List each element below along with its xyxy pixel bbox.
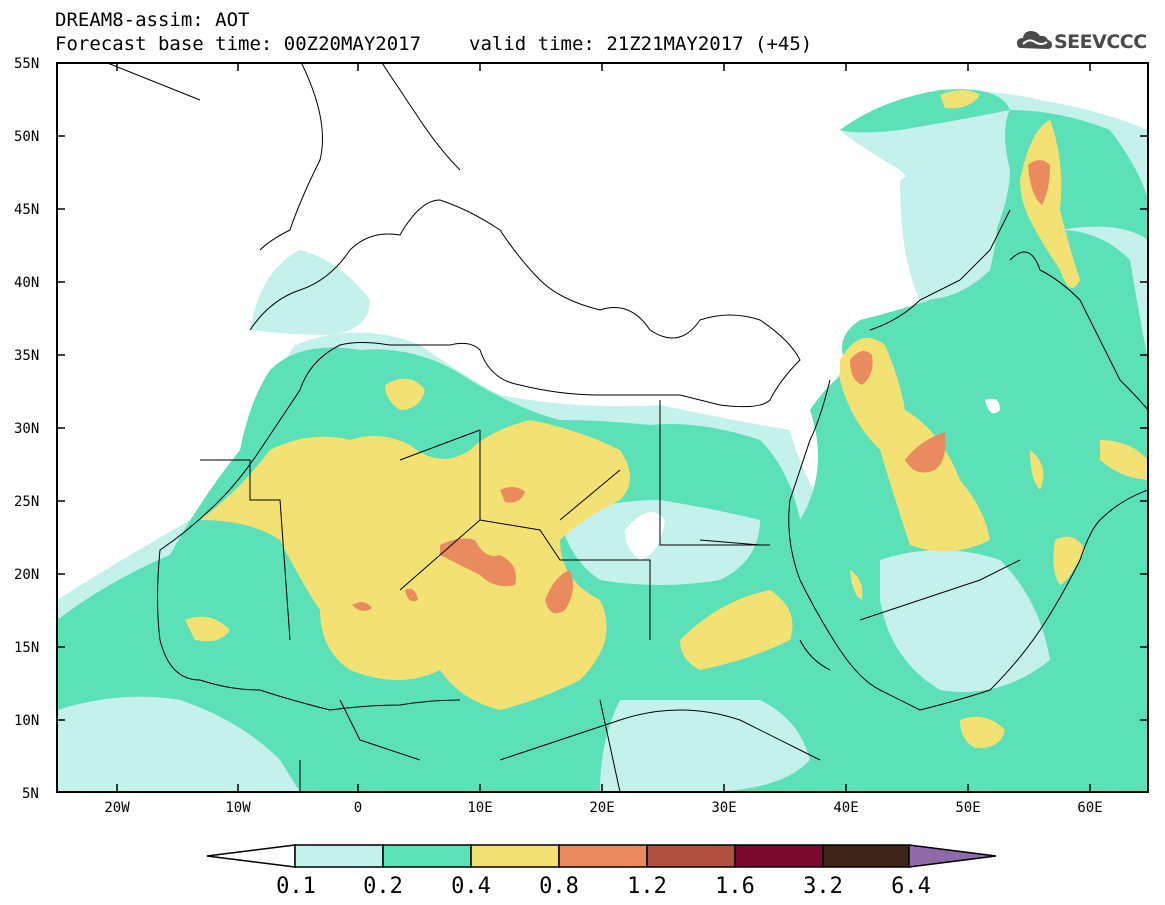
lon-label-20e: 20E [589, 800, 614, 816]
lat-label-5n: 5N [22, 786, 39, 802]
lon-label-0: 0 [354, 800, 362, 816]
colorbar-bin-0.8 [558, 844, 648, 868]
colorbar-under-arrow [206, 844, 296, 868]
lon-label-10e: 10E [467, 800, 492, 816]
lon-label-20w: 20W [104, 800, 130, 816]
seevccc-logo: SEEVCCC [1017, 31, 1147, 53]
colorbar-over-arrow [908, 844, 997, 868]
aot-layer-0.8 [352, 160, 1050, 614]
lon-label-50e: 50E [955, 800, 980, 816]
lon-axis: 20W 10W 0 10E 20E 30E 40E 50E 60E [104, 63, 1103, 816]
lat-label-20n: 20N [14, 567, 39, 583]
chart-title: DREAM8-assim: AOT [55, 9, 250, 31]
lat-label-30n: 30N [14, 421, 39, 437]
colorbar-label: 1.2 [627, 874, 667, 899]
lat-label-25n: 25N [14, 494, 39, 510]
lat-label-10n: 10N [14, 713, 39, 729]
colorbar-bin-0.1 [294, 844, 384, 868]
lat-label-55n: 55N [14, 56, 39, 72]
valid-time: valid time: 21Z21MAY2017 (+45) [469, 33, 813, 55]
lat-label-40n: 40N [14, 275, 39, 291]
colorbar-label: 0.1 [276, 874, 316, 899]
colorbar-label: 1.6 [715, 874, 755, 899]
colorbar-label: 0.8 [539, 874, 579, 899]
colorbar-bin-1.6 [734, 844, 824, 868]
lon-label-30e: 30E [711, 800, 736, 816]
colorbar-label: 0.2 [363, 874, 403, 899]
logo-text: SEEVCCC [1054, 31, 1147, 53]
colorbar-label: 0.4 [451, 874, 491, 899]
lon-label-60e: 60E [1077, 800, 1102, 816]
coastlines [106, 63, 1148, 792]
colorbar-bin-0.2 [382, 844, 472, 868]
lat-label-15n: 15N [14, 640, 39, 656]
colorbar-bin-0.4 [470, 844, 560, 868]
colorbar-bin-1.2 [646, 844, 736, 868]
lat-label-35n: 35N [14, 348, 39, 364]
lat-label-50n: 50N [14, 129, 39, 145]
chart-subtitle: Forecast base time: 00Z20MAY2017 valid ti… [55, 34, 812, 54]
colorbar-label: 6.4 [891, 874, 931, 899]
aot-field [57, 89, 1148, 792]
base-time: Forecast base time: 00Z20MAY2017 [55, 33, 422, 55]
cloud-logo-icon [1017, 31, 1052, 49]
lon-label-40e: 40E [833, 800, 858, 816]
lat-label-45n: 45N [14, 202, 39, 218]
colorbar-label: 3.2 [803, 874, 843, 899]
colorbar-bin-3.2 [822, 844, 910, 868]
lat-axis: 55N 50N 45N 40N 35N 30N 25N 20N 15N 10N … [14, 56, 1148, 802]
lon-label-10w: 10W [225, 800, 251, 816]
